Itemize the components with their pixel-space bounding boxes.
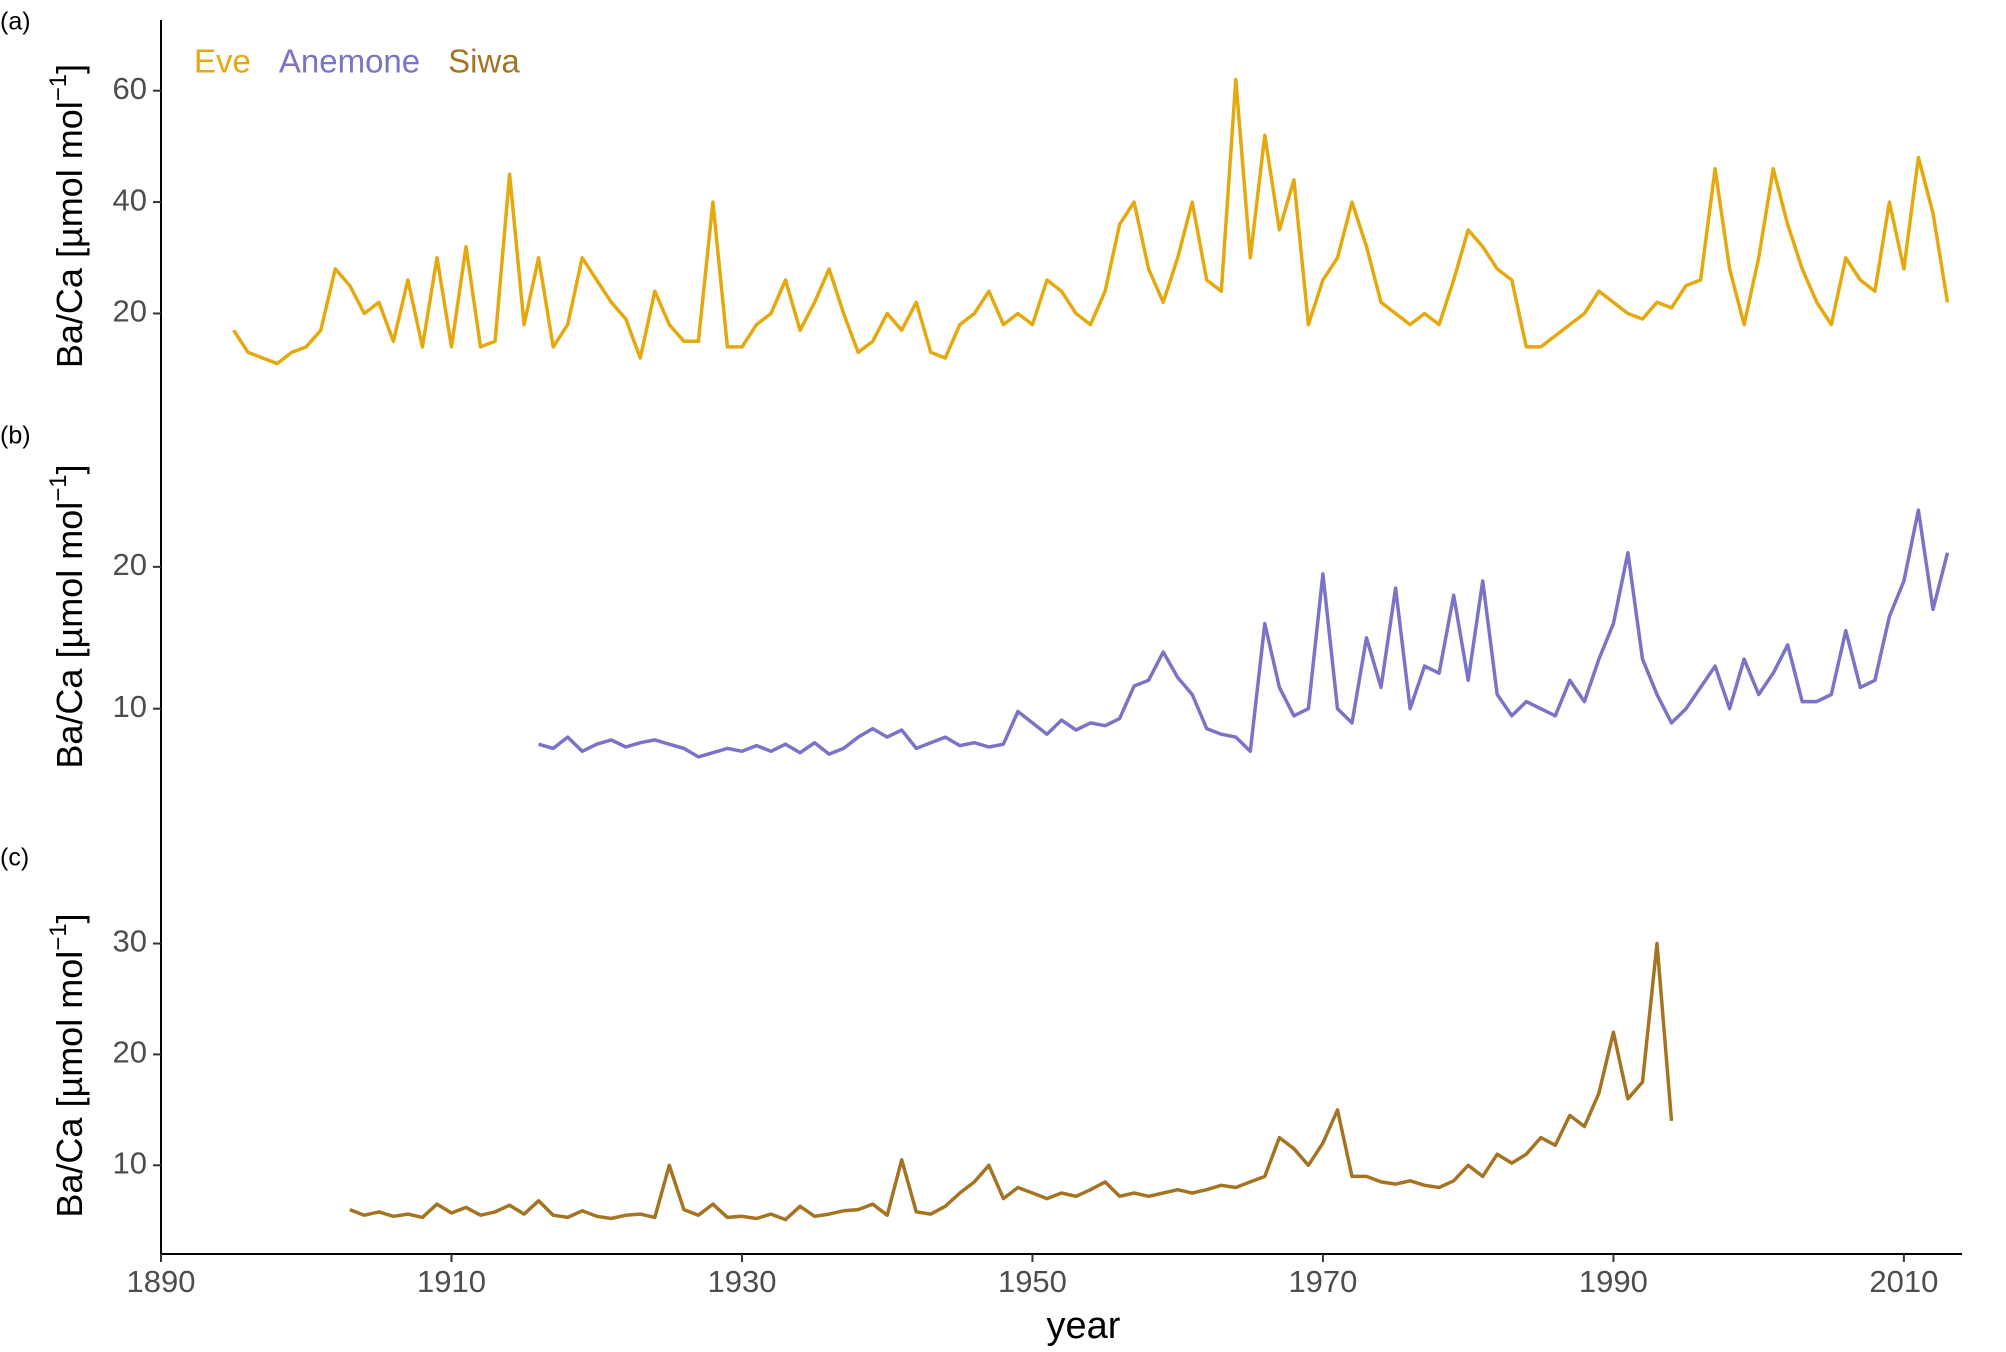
panel-label: (c) (0, 844, 29, 872)
x-tick-label: 1950 (998, 1264, 1067, 1299)
x-tick-label: 1930 (707, 1264, 776, 1299)
y-axis-title: Ba/Ca [µmol mol−1] (45, 64, 89, 368)
y-axis-title-text: Ba/Ca [µmol mol (49, 502, 90, 769)
y-tick-label: 30 (113, 924, 147, 959)
y-axis-title-sup: −1 (45, 474, 72, 501)
x-tick-label: 2010 (1869, 1264, 1938, 1299)
y-axis-title: Ba/Ca [µmol mol−1] (45, 464, 89, 768)
legend-entry: Siwa (448, 43, 520, 80)
y-axis-title-close: ] (49, 464, 90, 474)
y-axis-title-sup: −1 (45, 923, 72, 950)
x-tick-label: 1910 (417, 1264, 486, 1299)
y-tick-label: 20 (113, 1035, 147, 1070)
y-tick-label: 40 (113, 182, 147, 217)
data-line (349, 941, 1674, 1222)
y-axis-title-close: ] (49, 913, 90, 923)
y-tick-label: 60 (113, 71, 147, 106)
y-axis-title: Ba/Ca [µmol mol−1] (45, 913, 89, 1217)
legend-entry: Eve (194, 43, 251, 80)
y-axis-title-text: Ba/Ca [µmol mol (49, 101, 90, 368)
panel-label: (b) (0, 422, 31, 450)
panel-label: (a) (0, 8, 31, 36)
y-tick-label: 20 (113, 294, 147, 329)
y-axis-title-close: ] (49, 64, 90, 74)
y-axis-title-text: Ba/Ca [µmol mol (49, 951, 90, 1218)
y-tick-label: 20 (113, 547, 147, 582)
y-tick-label: 10 (113, 1145, 147, 1180)
x-axis-title: year (1047, 1305, 1121, 1347)
legend-entry: Anemone (279, 43, 420, 80)
data-line (232, 77, 1950, 366)
x-tick-label: 1990 (1579, 1264, 1648, 1299)
y-tick-label: 10 (113, 689, 147, 724)
y-axis-title-sup: −1 (45, 74, 72, 101)
data-line (538, 508, 1950, 759)
x-tick-label: 1890 (127, 1264, 196, 1299)
x-tick-label: 1970 (1288, 1264, 1357, 1299)
